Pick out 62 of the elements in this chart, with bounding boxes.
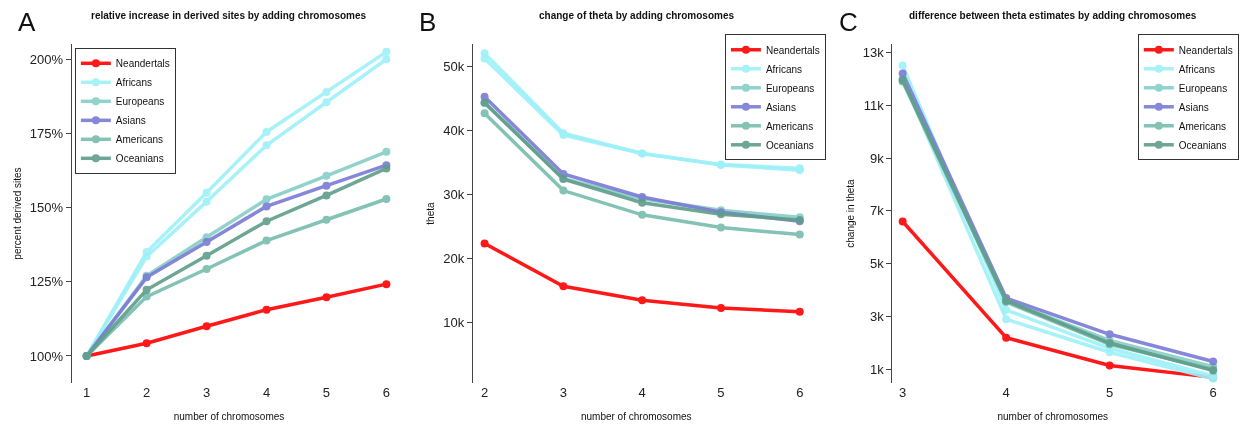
y-tick-label: 7k bbox=[869, 203, 885, 219]
x-axis-title: number of chromosomes bbox=[580, 411, 692, 423]
y-tick-label: 100% bbox=[29, 348, 64, 364]
y-axis-title: percent derived sites bbox=[11, 167, 23, 260]
x-tick-label: 5 bbox=[717, 384, 725, 400]
y-tick-label: 5k bbox=[869, 256, 885, 272]
x-tick-label: 4 bbox=[638, 384, 646, 400]
y-tick-label: 10k bbox=[443, 314, 465, 330]
y-tick-label: 200% bbox=[29, 51, 64, 67]
legend-label: Europeans bbox=[115, 96, 165, 108]
y-tick-label: 50k bbox=[443, 59, 465, 75]
x-tick-label: 5 bbox=[322, 384, 331, 400]
x-tick-label: 2 bbox=[143, 384, 151, 400]
chart-title: relative increase in derived sites by adding chromosomes bbox=[91, 10, 367, 21]
x-tick-label: 4 bbox=[1002, 384, 1010, 400]
y-tick-label: 30k bbox=[443, 186, 465, 202]
text: B bbox=[419, 7, 437, 37]
x-tick-label: 1 bbox=[83, 384, 91, 400]
legend-label: Neandertals bbox=[765, 44, 820, 56]
legend-label: Asians bbox=[1178, 101, 1209, 113]
legend-label: Oceanians bbox=[765, 139, 814, 151]
y-tick-label: 1k bbox=[869, 361, 885, 377]
x-axis-title: number of chromosomes bbox=[997, 411, 1109, 423]
chart-title: difference between theta estimates by adding chromosomes bbox=[909, 10, 1197, 21]
y-tick-label: 20k bbox=[443, 250, 465, 266]
y-tick-label: 125% bbox=[29, 274, 64, 290]
x-tick-label: 3 bbox=[899, 384, 907, 400]
y-tick-label: 9k bbox=[869, 150, 885, 166]
legend-label: Asians bbox=[765, 101, 796, 113]
x-tick-label: 6 bbox=[796, 384, 804, 400]
legend-label: Neandertals bbox=[115, 58, 170, 70]
y-tick-label: 175% bbox=[29, 125, 64, 141]
legend-label: Oceanians bbox=[115, 153, 164, 165]
legend-label: Europeans bbox=[1178, 82, 1228, 94]
legend-label: Africans bbox=[765, 63, 803, 75]
y-tick-label: 150% bbox=[29, 200, 64, 216]
y-tick-label: 3k bbox=[869, 309, 885, 325]
x-tick-label: 6 bbox=[1209, 384, 1217, 400]
x-tick-label: 5 bbox=[1106, 384, 1114, 400]
x-tick-label: 4 bbox=[262, 384, 271, 400]
chart-title: change of theta by adding chromosomes bbox=[539, 10, 735, 21]
legend-label: Asians bbox=[115, 115, 146, 127]
text: A bbox=[18, 7, 36, 37]
y-tick-label: 13k bbox=[862, 44, 885, 60]
legend-label: Americans bbox=[115, 134, 164, 146]
x-tick-label: 3 bbox=[202, 384, 211, 400]
legend-label: Europeans bbox=[765, 82, 815, 94]
x-tick-label: 6 bbox=[382, 384, 390, 400]
x-tick-label: 3 bbox=[559, 384, 567, 400]
legend-label: Oceanians bbox=[1178, 139, 1227, 151]
legend-label: Americans bbox=[765, 120, 814, 132]
text: C bbox=[839, 7, 858, 37]
legend-label: Americans bbox=[1178, 120, 1227, 132]
y-tick-label: 11k bbox=[863, 97, 885, 113]
x-axis-title: number of chromosomes bbox=[173, 411, 285, 423]
legend-label: Africans bbox=[115, 77, 152, 89]
y-axis-title: change in theta bbox=[844, 178, 856, 248]
legend-label: Africans bbox=[1178, 63, 1215, 75]
y-axis-title: theta bbox=[425, 201, 437, 225]
x-tick-label: 2 bbox=[480, 384, 489, 400]
legend-label: Neandertals bbox=[1178, 44, 1233, 56]
y-tick-label: 40k bbox=[443, 123, 465, 139]
